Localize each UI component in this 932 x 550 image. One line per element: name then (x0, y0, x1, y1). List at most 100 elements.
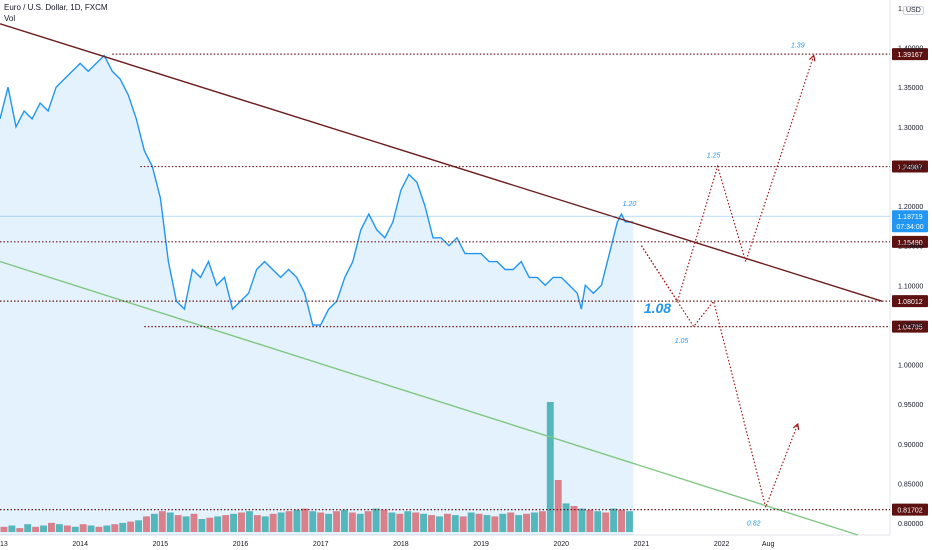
time-tick-label: 2020 (553, 541, 569, 548)
volume-bar (245, 511, 253, 532)
volume-bars (0, 402, 633, 532)
volume-bar (412, 512, 420, 532)
volume-bar (602, 512, 610, 532)
annotation-1-20: 1.20 (623, 201, 637, 208)
volume-bar (230, 513, 238, 532)
projection-path-2-arrowhead (792, 422, 800, 431)
volume-bar (40, 525, 48, 532)
volume-bar (364, 511, 372, 532)
level-1-15490-box (892, 235, 928, 248)
volume-bar (238, 512, 245, 532)
volume-bar (103, 525, 111, 532)
volume-bar (24, 524, 32, 532)
volume-bar (301, 508, 309, 532)
time-tick-label: 2015 (153, 541, 169, 548)
volume-bar (483, 515, 491, 532)
currency-label: USD (903, 6, 924, 15)
volume-bar (206, 517, 214, 532)
time-tick-label: 2022 (714, 541, 730, 548)
volume-bar (277, 512, 285, 532)
volume-bar (618, 509, 626, 532)
annotation-1-08: 1.08 (644, 300, 671, 316)
price-tick-label: 1.35000 (898, 85, 923, 92)
current-price-box (892, 210, 928, 233)
time-tick-label: 2019 (473, 541, 489, 548)
volume-bar (396, 513, 404, 532)
volume-bar (578, 508, 586, 532)
volume-bar (285, 511, 293, 532)
volume-bar (491, 516, 499, 532)
horizontal-levels: 1.39167 1.24987 1.15490 1.08012 1.04795 0.817… (0, 48, 928, 516)
price-tick-label: 1.25000 (898, 164, 923, 171)
volume-bar (459, 516, 467, 532)
volume-bar (507, 512, 515, 532)
volume-bar (380, 509, 388, 532)
price-tick-label: 1.40000 (898, 46, 923, 53)
volume-bar (428, 515, 435, 532)
volume-bar (325, 513, 333, 532)
level-1-04795-box (892, 320, 928, 333)
volume-bar (111, 524, 119, 532)
time-tick-label: Aug (762, 541, 775, 548)
volume-bar (570, 506, 578, 532)
symbol-title: Euro / U.S. Dollar, 1D, FXCM (4, 3, 108, 12)
volume-bar (388, 512, 396, 532)
volume-bar (317, 512, 325, 532)
time-tick-label: 2017 (313, 541, 329, 548)
annotation-1-39: 1.39 (791, 43, 805, 50)
price-tick-label: 1.20000 (898, 204, 923, 211)
volume-bar (435, 516, 443, 532)
volume-bar (515, 515, 523, 532)
volume-bar (8, 525, 16, 532)
time-tick-label: 2018 (393, 541, 409, 548)
level-0-81702-label: 0.81702 (897, 508, 922, 515)
volume-bar (562, 503, 570, 532)
level-1-39167-box (892, 48, 928, 61)
volume-bar (127, 521, 135, 532)
annotations: 1.39 1.25 1.20 1.08 1.05 0.82 (623, 43, 805, 528)
volume-bar (143, 516, 150, 532)
level-1-24987-box (892, 160, 928, 173)
volume-bar (222, 515, 230, 532)
volume-bar (348, 512, 356, 532)
volume-bar (554, 480, 562, 532)
volume-bar (523, 513, 530, 532)
current-price-value: 1.18719 (897, 214, 922, 221)
volume-bar (261, 516, 269, 532)
volume-bar (475, 513, 483, 532)
volume-bar (451, 515, 459, 532)
annotation-1-05: 1.05 (675, 338, 689, 345)
projections (640, 54, 816, 510)
price-series (0, 54, 634, 535)
level-1-04795-label: 1.04795 (897, 325, 922, 332)
price-tick-label: 1.10000 (898, 283, 923, 290)
volume-bar (538, 511, 546, 532)
price-tick-label: 1.00000 (898, 363, 923, 370)
price-tick-label: 1.30000 (898, 125, 923, 132)
price-tick-label: 0.80000 (898, 521, 923, 528)
level-1-24987-label: 1.24987 (897, 165, 922, 172)
volume-bar (404, 511, 412, 532)
time-tick-label: 2021 (634, 541, 650, 548)
volume-bar (87, 525, 95, 532)
price-tick-label: 0.95000 (898, 402, 923, 409)
volume-bar (79, 524, 87, 532)
time-axis[interactable]: 2013 2014 2015 2016 2017 2018 2019 2020 2021 2022… (0, 541, 774, 548)
price-axis[interactable]: 0.80000 0.85000 0.90000 0.95000 1.00000 1.050… (898, 6, 923, 528)
time-tick-label: 2016 (233, 541, 249, 548)
projection-path-1 (640, 55, 815, 303)
level-1-39167-label: 1.39167 (897, 52, 922, 59)
time-tick-label: 2013 (0, 541, 8, 548)
volume-bar (372, 508, 380, 532)
volume-bar (95, 526, 103, 532)
volume-bar (158, 511, 166, 532)
lower-trendline (0, 260, 859, 536)
volume-bar (626, 511, 633, 532)
volume-bar (48, 522, 55, 532)
volume-bar (16, 528, 24, 532)
time-tick-label: 2014 (72, 541, 88, 548)
volume-bar (530, 512, 538, 532)
volume-bar (119, 522, 127, 532)
